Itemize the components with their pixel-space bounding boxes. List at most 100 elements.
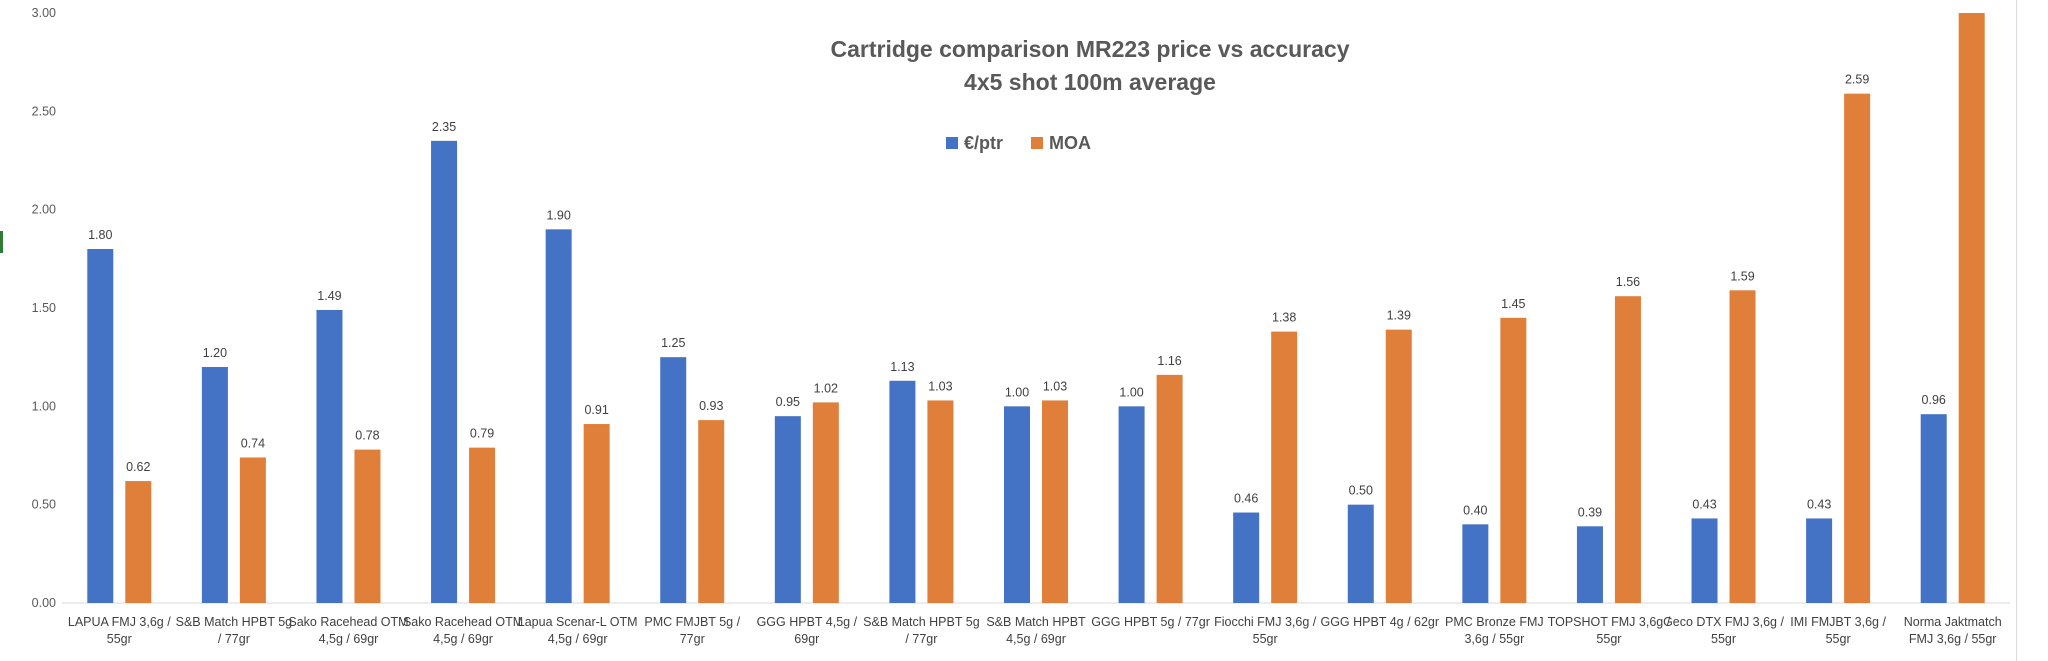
- price-bar: [201, 367, 228, 603]
- price-data-label: 0.46: [1234, 492, 1258, 506]
- category-label: 69gr: [794, 632, 819, 646]
- y-tick-label: 0.50: [32, 498, 56, 512]
- moa-bar: [812, 402, 839, 603]
- moa-bar: [583, 424, 610, 603]
- price-data-label: 1.00: [1005, 385, 1029, 399]
- y-tick-label: 1.50: [32, 301, 56, 315]
- moa-data-label: 0.74: [241, 436, 265, 450]
- category-label: / 77gr: [218, 632, 250, 646]
- price-data-label: 2.35: [432, 120, 456, 134]
- category-label: Geco DTX FMJ 3,6g /: [1663, 615, 1784, 629]
- category-label: TOPSHOT FMJ 3,6g /: [1548, 615, 1671, 629]
- moa-bar: [1729, 290, 1756, 603]
- moa-bar: [469, 447, 496, 603]
- price-data-label: 0.43: [1692, 497, 1716, 511]
- chart-subtitle: 4x5 shot 100m average: [964, 69, 1216, 95]
- category-label: Sako Racehead OTM: [288, 615, 408, 629]
- category-label: S&B Match HPBT: [986, 615, 1086, 629]
- category-label: S&B Match HPBT 5g: [176, 615, 293, 629]
- price-bar: [431, 140, 458, 604]
- chart-title: Cartridge comparison MR223 price vs accu…: [830, 36, 1349, 62]
- price-data-label: 1.80: [88, 228, 112, 242]
- price-bar: [316, 309, 343, 603]
- category-label: FMJ 3,6g / 55gr: [1909, 632, 1997, 646]
- y-tick-label: 2.50: [32, 104, 56, 118]
- category-label: PMC Bronze FMJ: [1445, 615, 1544, 629]
- moa-data-label: 0.62: [126, 460, 150, 474]
- moa-bar: [1844, 93, 1871, 603]
- category-label: Norma Jaktmatch: [1904, 615, 2002, 629]
- moa-data-label: 1.59: [1730, 269, 1754, 283]
- price-data-label: 0.43: [1807, 497, 1831, 511]
- moa-bar: [1614, 296, 1641, 603]
- moa-bar: [1958, 13, 1985, 603]
- price-bar: [545, 229, 572, 604]
- moa-bar: [1385, 329, 1412, 603]
- category-label: 77gr: [680, 632, 705, 646]
- price-bar: [87, 249, 114, 603]
- category-label: 55gr: [1711, 632, 1736, 646]
- price-bar: [1118, 406, 1145, 603]
- moa-bar: [1500, 317, 1527, 603]
- price-data-label: 1.00: [1119, 385, 1143, 399]
- moa-data-label: 1.45: [1501, 297, 1525, 311]
- moa-bar: [1042, 400, 1068, 603]
- moa-bar: [1271, 331, 1298, 603]
- category-label: 55gr: [1253, 632, 1278, 646]
- category-label: LAPUA FMJ 3,6g /: [68, 615, 171, 629]
- price-data-label: 0.95: [776, 395, 800, 409]
- category-label: 55gr: [1596, 632, 1621, 646]
- legend: €/ptr MOA: [946, 133, 1091, 153]
- moa-bar: [354, 449, 381, 603]
- moa-bar: [698, 420, 725, 603]
- price-data-label: 0.40: [1463, 503, 1487, 517]
- y-tick-label: 2.00: [32, 203, 56, 217]
- category-label: GGG HPBT 5g / 77gr: [1091, 615, 1210, 629]
- moa-data-label: 1.02: [814, 381, 838, 395]
- moa-data-label: 1.38: [1272, 311, 1296, 325]
- price-data-label: 1.90: [546, 208, 570, 222]
- legend-label-moa: MOA: [1049, 133, 1091, 153]
- y-tick-label: 3.00: [32, 6, 56, 20]
- price-data-label: 1.25: [661, 336, 685, 350]
- moa-data-label: 0.79: [470, 427, 494, 441]
- price-bar: [1920, 414, 1947, 603]
- category-label: Lapua Scenar-L OTM: [518, 615, 638, 629]
- price-data-label: 0.96: [1922, 393, 1946, 407]
- y-tick-label: 1.00: [32, 399, 56, 413]
- price-data-label: 1.13: [890, 360, 914, 374]
- category-label: Fiocchi FMJ 3,6g /: [1214, 615, 1317, 629]
- moa-bar: [125, 481, 152, 603]
- moa-bar: [239, 457, 266, 603]
- legend-label-price: €/ptr: [964, 133, 1003, 153]
- moa-data-label: 1.16: [1157, 354, 1181, 368]
- price-bar: [774, 416, 801, 603]
- price-bar: [1691, 518, 1718, 603]
- price-data-label: 1.49: [317, 289, 341, 303]
- price-bar: [1347, 504, 1374, 603]
- price-data-label: 0.50: [1349, 484, 1373, 498]
- price-data-label: 0.39: [1578, 505, 1602, 519]
- category-label: 55gr: [1826, 632, 1851, 646]
- category-label: 3,6g / 55gr: [1464, 632, 1524, 646]
- category-label: GGG HPBT 4,5g /: [757, 615, 858, 629]
- legend-swatch-moa: [1031, 137, 1043, 149]
- moa-data-label: 1.56: [1616, 275, 1640, 289]
- legend-swatch-price: [946, 137, 958, 149]
- category-label: 55gr: [107, 632, 132, 646]
- chart-right-border: [2016, 0, 2017, 661]
- price-bar: [889, 380, 916, 603]
- category-label: 4,5g / 69gr: [1006, 632, 1066, 646]
- moa-data-label: 1.39: [1387, 309, 1411, 323]
- category-label: 4,5g / 69gr: [319, 632, 379, 646]
- category-label: IMI FMJBT 3,6g /: [1790, 615, 1886, 629]
- price-bar: [1462, 524, 1489, 603]
- edge-marker: [0, 231, 3, 253]
- moa-bar: [1156, 374, 1183, 603]
- category-label: PMC FMJBT 5g /: [644, 615, 740, 629]
- category-label: Sako Racehead OTM: [403, 615, 523, 629]
- y-tick-label: 0.00: [32, 596, 56, 610]
- price-bar: [1576, 526, 1603, 603]
- price-bar: [660, 357, 687, 603]
